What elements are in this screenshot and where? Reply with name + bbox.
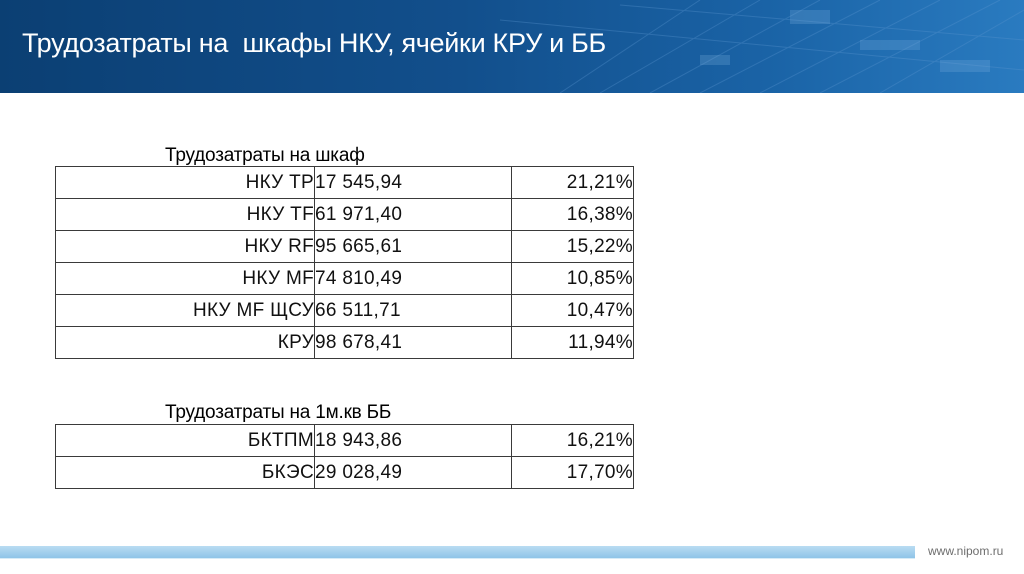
table-row: НКУ MF 74 810,49 10,85% [55,262,634,295]
table-row: НКУ TF 61 971,40 16,38% [55,198,634,231]
row-name-cell: БКТПМ [55,424,315,457]
table-row: НКУ ТР 17 545,94 21,21% [55,166,634,199]
row-percent-cell: 15,22% [511,230,634,263]
row-value-cell: 17 545,94 [314,166,512,199]
row-percent-cell: 16,21% [511,424,634,457]
footer-divider [0,558,915,559]
header-decoration [499,0,1024,93]
slide-header: Трудозатраты на шкафы НКУ, ячейки КРУ и … [0,0,1024,93]
table-row: КРУ 98 678,41 11,94% [55,326,634,359]
row-percent-cell: 10,85% [511,262,634,295]
table-row: НКУ RF 95 665,61 15,22% [55,230,634,263]
section-title-bb: Трудозатраты на 1м.кв ББ [165,402,392,423]
row-percent-cell: 17,70% [511,456,634,489]
row-name-cell: НКУ MF ЩСУ [55,294,315,327]
row-percent-cell: 10,47% [511,294,634,327]
footer-bar [0,546,915,558]
row-name-cell: НКУ RF [55,230,315,263]
row-value-cell: 18 943,86 [314,424,512,457]
row-value-cell: 95 665,61 [314,230,512,263]
website-label: www.nipom.ru [928,544,1004,558]
table-row: БКТПМ 18 943,86 16,21% [55,424,634,457]
table-row: БКЭС 29 028,49 17,70% [55,456,634,489]
row-name-cell: БКЭС [55,456,315,489]
row-name-cell: КРУ [55,326,315,359]
row-value-cell: 66 511,71 [314,294,512,327]
row-name-cell: НКУ MF [55,262,315,295]
cabinet-labor-table: НКУ ТР 17 545,94 21,21% НКУ TF 61 971,40 16,3… [55,166,634,359]
row-value-cell: 61 971,40 [314,198,512,231]
table-row: НКУ MF ЩСУ 66 511,71 10,47% [55,294,634,327]
row-value-cell: 98 678,41 [314,326,512,359]
row-name-cell: НКУ ТР [55,166,315,199]
row-percent-cell: 21,21% [511,166,634,199]
row-value-cell: 29 028,49 [314,456,512,489]
row-name-cell: НКУ TF [55,198,315,231]
row-percent-cell: 11,94% [511,326,634,359]
row-percent-cell: 16,38% [511,198,634,231]
slide-title: Трудозатраты на шкафы НКУ, ячейки КРУ и … [22,28,606,58]
row-value-cell: 74 810,49 [314,262,512,295]
bb-labor-table: БКТПМ 18 943,86 16,21% БКЭС 29 028,49 17,70% [55,424,634,489]
section-title-cabinet: Трудозатраты на шкаф [165,145,365,166]
